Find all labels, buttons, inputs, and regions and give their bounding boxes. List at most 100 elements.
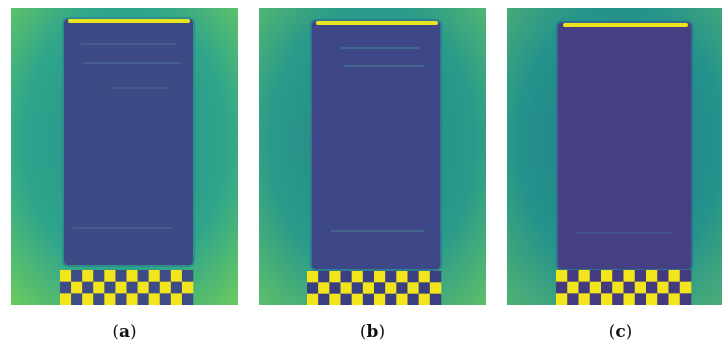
checker-square: [679, 270, 692, 282]
checker-square: [159, 270, 172, 282]
checker-square: [374, 271, 386, 283]
checker-square: [126, 293, 138, 305]
checker-square: [318, 293, 330, 305]
checker-square: [385, 282, 397, 294]
checker-square: [374, 293, 386, 305]
checker-square: [137, 293, 149, 305]
checker-square: [578, 281, 591, 294]
checker-square: [71, 281, 83, 294]
checker-square: [589, 281, 602, 294]
checker-square: [374, 282, 386, 294]
checker-square: [418, 271, 431, 283]
checker-square: [601, 270, 613, 282]
checker-square: [418, 293, 431, 305]
checker-square: [104, 270, 116, 282]
checker-square: [612, 281, 624, 294]
checker-square: [137, 281, 149, 294]
checker-square: [148, 281, 161, 294]
checker-square: [385, 271, 397, 283]
checkerboard-scale: [307, 271, 442, 305]
checker-square: [82, 293, 94, 305]
checkerboard-scale: [556, 270, 692, 305]
checker-square: [679, 281, 692, 294]
checker-square: [351, 271, 364, 283]
checker-square: [668, 281, 681, 294]
checker-square: [396, 293, 408, 305]
checker-square: [567, 281, 579, 294]
checker-square: [60, 293, 72, 305]
checker-square: [170, 281, 183, 294]
checker-square: [646, 293, 658, 305]
checker-square: [567, 293, 579, 305]
checker-square: [623, 293, 636, 305]
checker-square: [60, 281, 72, 294]
sample-slab: [310, 19, 442, 271]
checker-square: [307, 293, 319, 305]
checker-square: [126, 281, 138, 294]
sample-image-c: [507, 8, 722, 305]
checker-square: [612, 293, 624, 305]
checker-square: [181, 270, 194, 282]
checker-square: [340, 293, 352, 305]
caption-c: (c): [608, 322, 633, 342]
checker-square: [396, 282, 408, 294]
checker-square: [93, 270, 105, 282]
slab-top-stripe: [563, 23, 688, 27]
checker-square: [170, 293, 183, 305]
checker-square: [318, 282, 330, 294]
checker-square: [429, 271, 442, 283]
checker-square: [556, 293, 568, 305]
slab-top-stripe: [316, 21, 438, 25]
photo-panel-a: [11, 8, 238, 305]
checker-square: [329, 293, 341, 305]
checker-square: [362, 282, 375, 294]
checker-square: [93, 281, 105, 294]
caption-b: (b): [359, 322, 386, 342]
checker-square: [407, 271, 419, 283]
checker-square: [612, 270, 624, 282]
checker-square: [60, 270, 72, 282]
checker-square: [115, 281, 127, 294]
checker-square: [646, 270, 658, 282]
checker-square: [589, 270, 602, 282]
checker-square: [82, 270, 94, 282]
checker-square: [159, 293, 172, 305]
checker-square: [556, 270, 568, 282]
checker-square: [623, 270, 636, 282]
checker-square: [351, 282, 364, 294]
checker-square: [634, 281, 647, 294]
checker-square: [351, 293, 364, 305]
checker-square: [115, 293, 127, 305]
checker-square: [170, 270, 183, 282]
checker-square: [601, 281, 613, 294]
sample-slab: [62, 17, 195, 267]
checker-square: [429, 282, 442, 294]
checker-square: [93, 293, 105, 305]
checker-square: [668, 293, 681, 305]
checker-square: [137, 270, 149, 282]
checker-square: [115, 270, 127, 282]
checker-square: [407, 282, 419, 294]
checker-square: [634, 270, 647, 282]
checker-square: [181, 293, 194, 305]
checker-square: [71, 270, 83, 282]
photo-panel-c: [507, 8, 722, 305]
checker-square: [556, 281, 568, 294]
checker-square: [589, 293, 602, 305]
checker-square: [578, 293, 591, 305]
checker-square: [396, 271, 408, 283]
sample-image-a: [11, 8, 238, 305]
checker-square: [181, 281, 194, 294]
photo-panel-b: [259, 8, 486, 305]
checker-square: [429, 293, 442, 305]
checker-square: [668, 270, 681, 282]
checker-square: [407, 293, 419, 305]
checker-square: [623, 281, 636, 294]
checker-square: [148, 270, 161, 282]
checker-square: [385, 293, 397, 305]
checker-square: [578, 270, 591, 282]
checker-square: [82, 281, 94, 294]
checker-square: [329, 271, 341, 283]
checker-square: [657, 270, 669, 282]
checker-square: [126, 270, 138, 282]
